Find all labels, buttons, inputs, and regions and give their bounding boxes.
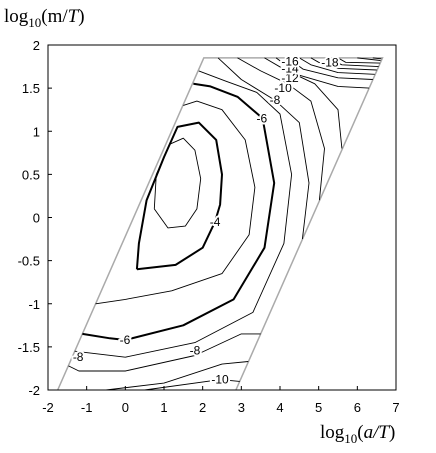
contour-label: -16 xyxy=(281,54,299,68)
y-title-sub: 10 xyxy=(28,15,41,30)
x-tick-label: 5 xyxy=(315,400,322,415)
x-tick-label: 3 xyxy=(238,400,245,415)
x-tick-label: 1 xyxy=(160,400,167,415)
contour-line xyxy=(68,333,261,372)
contour-label: -6 xyxy=(256,111,267,125)
plot-frame xyxy=(47,44,397,391)
contour-line xyxy=(299,57,375,75)
contour-line xyxy=(310,57,377,71)
y-title-part: (m/ xyxy=(41,6,68,27)
contour-label: -12 xyxy=(281,71,299,85)
y-tick-label: 2 xyxy=(33,38,40,53)
y-title-part: ) xyxy=(78,6,84,27)
x-title-sub: 10 xyxy=(344,431,357,446)
contour-line xyxy=(105,361,249,391)
contour-line xyxy=(237,57,325,201)
x-tick-label: -2 xyxy=(42,400,54,415)
y-tick-label: -0.5 xyxy=(18,254,40,269)
y-axis-title: log10(m/T) xyxy=(4,6,85,30)
contour-label: -4 xyxy=(210,215,221,229)
y-tick-label: -1.5 xyxy=(18,340,40,355)
x-title-var: a/T xyxy=(364,422,391,443)
domain-edge xyxy=(57,57,384,391)
y-tick-label: 0.5 xyxy=(22,167,40,182)
contour-label: -8 xyxy=(73,350,84,364)
x-tick-label: 4 xyxy=(276,400,283,415)
contour-line xyxy=(287,57,373,80)
y-tick-label: -1 xyxy=(28,297,40,312)
contour-label: -10 xyxy=(211,373,229,387)
x-tick-label: 0 xyxy=(122,400,129,415)
contour-line xyxy=(82,82,276,341)
y-tick-label: -2 xyxy=(28,383,40,398)
y-tick-label: 1 xyxy=(33,124,40,139)
contour-label: -18 xyxy=(321,55,339,69)
plot-area: -4-6-6-8 -8-8-10-10-12-14-16 -18 xyxy=(57,52,384,391)
y-title-part: log xyxy=(4,6,29,27)
x-title-part: log xyxy=(320,422,345,443)
x-title-part: ( xyxy=(357,422,363,443)
contour-line xyxy=(153,137,202,229)
x-tick-label: -1 xyxy=(81,400,93,415)
contour-line xyxy=(264,57,343,149)
contour-line xyxy=(144,379,240,391)
contour-line xyxy=(357,57,381,61)
x-tick-label: 2 xyxy=(199,400,206,415)
contour-label: -8 xyxy=(190,343,201,357)
contour-line xyxy=(217,57,310,240)
x-axis-title: log10(a/T) xyxy=(320,422,395,446)
y-title-var: T xyxy=(68,6,80,27)
y-tick-label: 1.5 xyxy=(22,81,40,96)
y-tick-label: 0 xyxy=(33,211,40,226)
x-title-part: ) xyxy=(389,422,395,443)
contour-line xyxy=(326,57,379,68)
contour-label: -10 xyxy=(274,81,292,95)
contour-line xyxy=(95,100,256,305)
contour-label: -14 xyxy=(281,61,299,75)
x-tick-label: 6 xyxy=(354,400,361,415)
contour-line xyxy=(135,121,223,271)
contour-label: -8 xyxy=(270,93,281,107)
x-tick-label: 7 xyxy=(392,400,399,415)
contour-line xyxy=(337,57,380,64)
contour-line xyxy=(372,57,382,60)
contour-line xyxy=(74,70,293,358)
contour-line xyxy=(275,57,369,89)
contour-label: -6 xyxy=(120,333,131,347)
